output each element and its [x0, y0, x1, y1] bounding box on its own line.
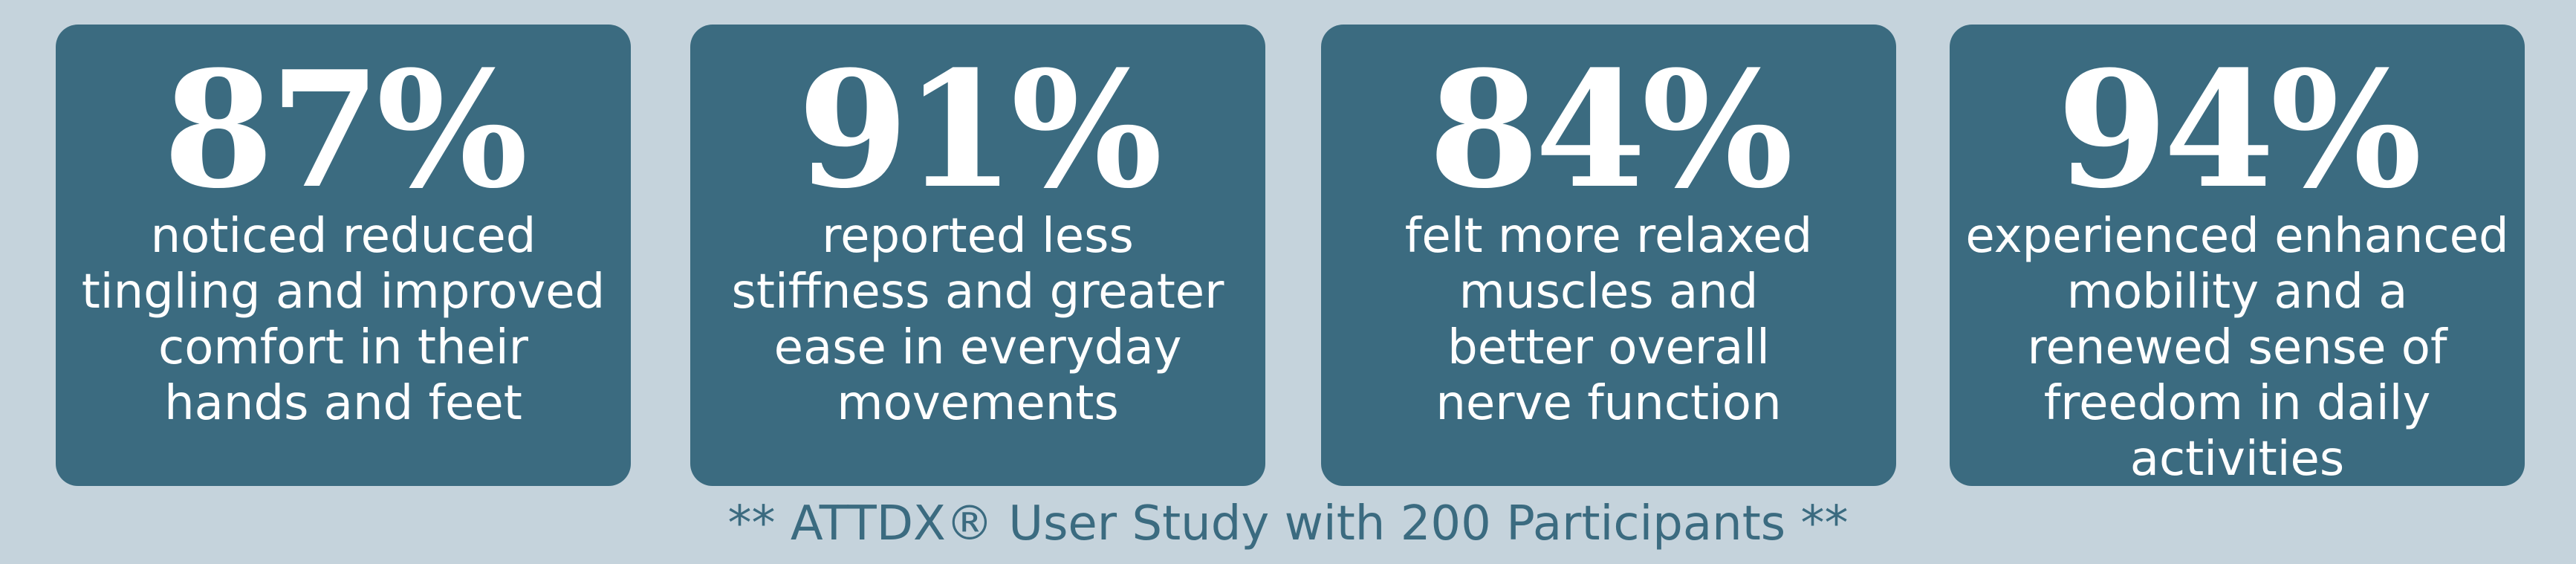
description-line: movements: [837, 376, 1119, 431]
stat-description: noticed reduced tingling and improved comf…: [56, 209, 631, 432]
stat-value: 91%: [797, 36, 1163, 224]
description-line: reported less: [822, 209, 1134, 264]
description-line: better overall: [1447, 320, 1770, 375]
stat-value: 84%: [1428, 36, 1794, 224]
description-line: mobility and a: [2066, 265, 2408, 320]
description-line: noticed reduced: [150, 209, 536, 264]
description-line: hands and feet: [164, 376, 522, 431]
stat-value: 87%: [163, 36, 528, 224]
description-line: freedom in daily: [2043, 376, 2431, 431]
stat-description: reported less stiffness and greater ease i…: [690, 209, 1265, 432]
stat-card: 91% reported less stiffness and greater eas…: [690, 25, 1265, 486]
stat-value: 94%: [2057, 36, 2422, 224]
stat-description: experienced enhanced mobility and a renewe…: [1950, 209, 2525, 487]
description-line: comfort in their: [158, 320, 528, 375]
stat-card: 94% experienced enhanced mobility and a ren…: [1950, 25, 2525, 487]
description-line: felt more relaxed: [1404, 209, 1813, 264]
stat-card: 84% felt more relaxed muscles and better ov…: [1321, 25, 1896, 486]
stat-card: 87% noticed reduced tingling and improved c…: [56, 25, 631, 486]
description-line: muscles and: [1459, 265, 1759, 320]
description-line: tingling and improved: [81, 265, 606, 320]
description-line: experienced enhanced: [1965, 209, 2509, 264]
footer-note: ** ATTDX® User Study with 200 Participan…: [727, 496, 1849, 551]
description-line: stiffness and greater: [731, 265, 1224, 320]
description-line: renewed sense of: [2027, 320, 2447, 375]
description-line: ease in everyday: [773, 320, 1182, 375]
description-line: activities: [2129, 432, 2345, 487]
stat-description: felt more relaxed muscles and better overa…: [1321, 209, 1896, 432]
description-line: nerve function: [1435, 376, 1782, 431]
